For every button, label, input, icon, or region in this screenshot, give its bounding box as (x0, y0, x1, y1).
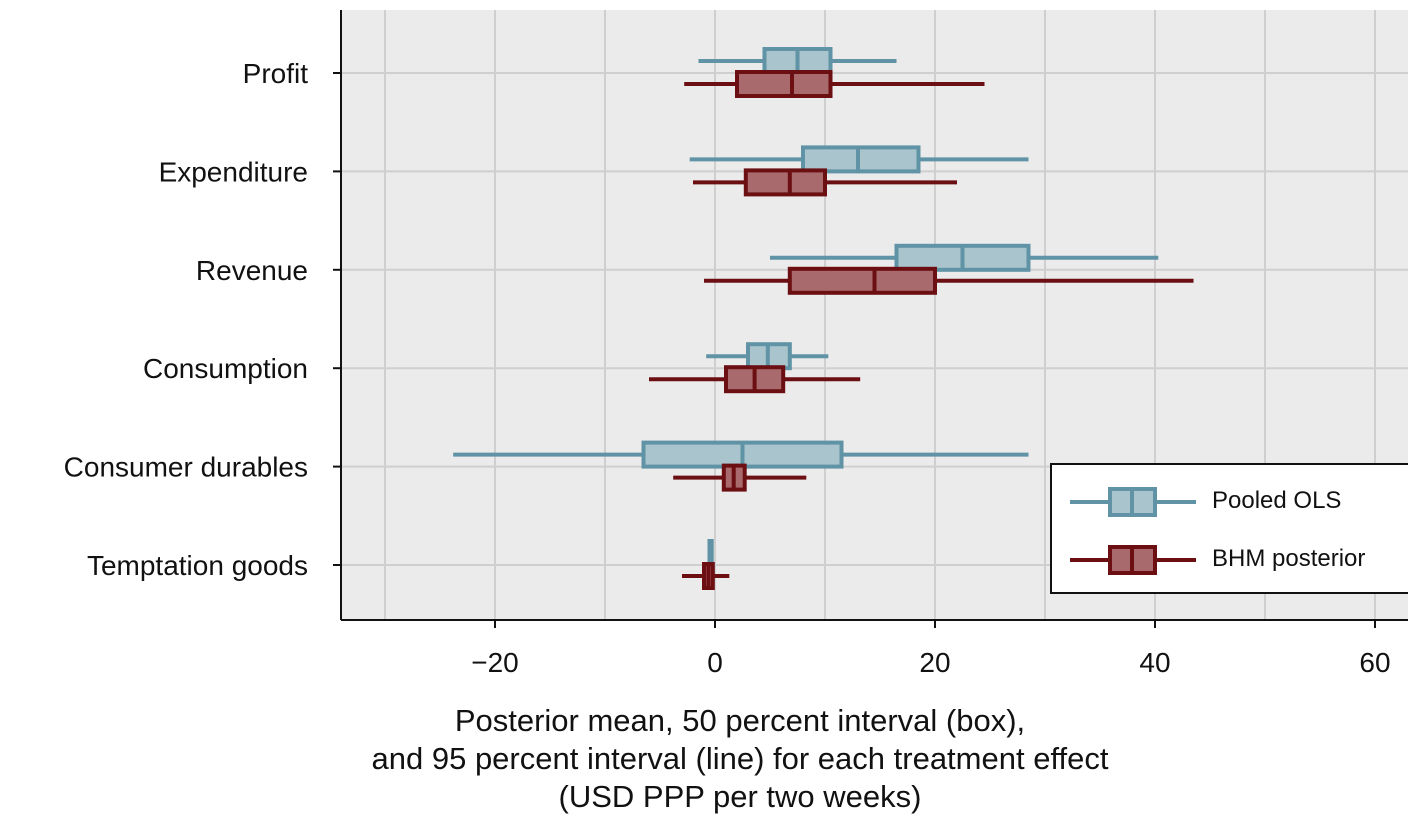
interval-50-box (735, 70, 833, 98)
interval-pooled-ols (706, 342, 829, 371)
x-tick-label: 40 (1139, 647, 1170, 678)
y-tick-label: Consumer durables (64, 452, 308, 483)
x-axis-title-line-3: (USD PPP per two weeks) (558, 779, 922, 814)
interval-bhm-posterior (704, 266, 1194, 295)
interval-50-box (743, 168, 827, 197)
x-axis-title: Posterior mean, 50 percent interval (box… (240, 702, 1240, 816)
interval-50-box (787, 266, 937, 295)
legend-key-pooled-ols (1070, 487, 1196, 517)
legend: Pooled OLS BHM posterior (1050, 463, 1408, 594)
treatment-effects-chart: Profit Expenditure Revenue Consumption Consu… (64, 10, 1408, 678)
interval-marks (453, 47, 1194, 590)
interval-bhm-posterior (684, 70, 985, 98)
legend-key-bhm-posterior (1070, 545, 1196, 575)
y-axis: Profit Expenditure Revenue Consumption Consu… (64, 58, 341, 581)
legend-item-bhm-posterior: BHM posterior (1052, 535, 1408, 585)
x-axis: −20 0 20 40 60 (471, 620, 1391, 678)
y-tick-label: Expenditure (159, 156, 308, 187)
y-tick-label: Profit (243, 58, 309, 89)
interval-pooled-ols (770, 243, 1159, 272)
x-tick-label: 20 (919, 647, 950, 678)
interval-50-box (801, 145, 921, 174)
interval-bhm-posterior (649, 365, 861, 394)
x-tick-label: −20 (471, 647, 519, 678)
y-tick-label: Consumption (143, 353, 308, 384)
x-axis-title-line-2: and 95 percent interval (line) for each … (371, 741, 1109, 776)
legend-item-pooled-ols: Pooled OLS (1052, 477, 1408, 527)
legend-label-pooled-ols: Pooled OLS (1212, 487, 1342, 514)
x-tick-label: 0 (707, 647, 723, 678)
interval-pooled-ols (689, 145, 1029, 174)
interval-pooled-ols (707, 539, 714, 567)
interval-bhm-posterior (693, 168, 957, 197)
x-axis-title-line-1: Posterior mean, 50 percent interval (box… (454, 703, 1026, 738)
gridlines (341, 10, 1408, 620)
x-tick-label: 60 (1359, 647, 1390, 678)
legend-label-bhm-posterior: BHM posterior (1212, 545, 1366, 572)
interval-bhm-posterior (673, 463, 807, 492)
y-tick-label: Revenue (196, 255, 308, 286)
interval-bhm-posterior (682, 562, 730, 590)
y-tick-label: Temptation goods (87, 550, 308, 581)
